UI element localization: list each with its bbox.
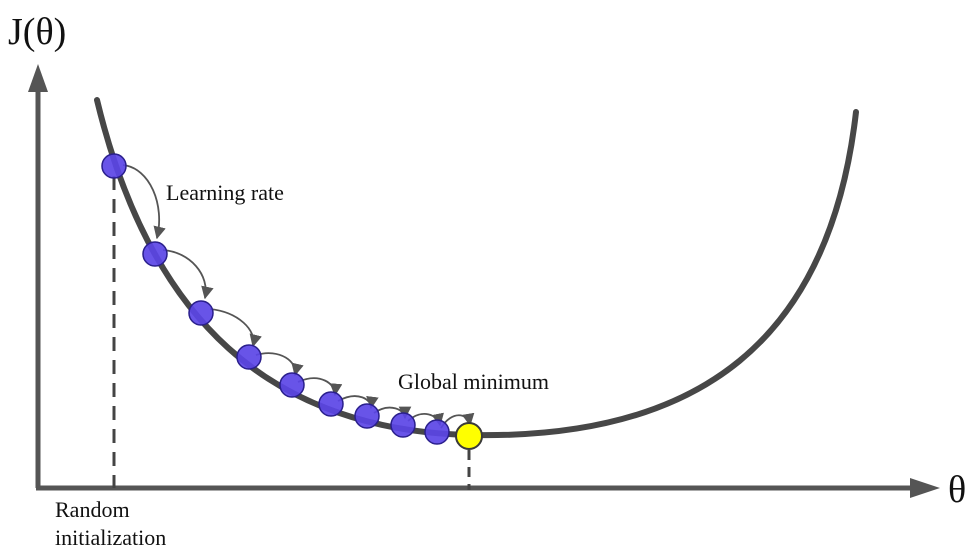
x-axis-label: θ xyxy=(948,469,966,511)
global-minimum-point xyxy=(455,422,483,450)
step-points xyxy=(101,153,450,445)
step-arrow xyxy=(162,249,214,300)
step-point xyxy=(318,391,344,417)
step-point xyxy=(142,241,168,267)
step-point xyxy=(188,300,214,326)
y-axis-arrowhead xyxy=(28,64,48,92)
step-arrow xyxy=(255,352,304,377)
step-point xyxy=(279,372,305,398)
step-point xyxy=(390,412,416,438)
random-init-label-line2: initialization xyxy=(55,525,166,550)
step-arrow xyxy=(209,308,262,348)
step-point xyxy=(101,153,127,179)
x-axis-arrowhead xyxy=(910,478,940,498)
y-axis-label: J(θ) xyxy=(8,11,66,53)
step-point xyxy=(424,419,450,445)
random-init-label-line1: Random xyxy=(55,497,130,522)
step-point xyxy=(236,344,262,370)
step-point xyxy=(354,403,380,429)
step-arrow xyxy=(122,164,166,240)
learning-rate-label: Learning rate xyxy=(166,180,284,205)
global-minimum-label: Global minimum xyxy=(398,369,549,394)
